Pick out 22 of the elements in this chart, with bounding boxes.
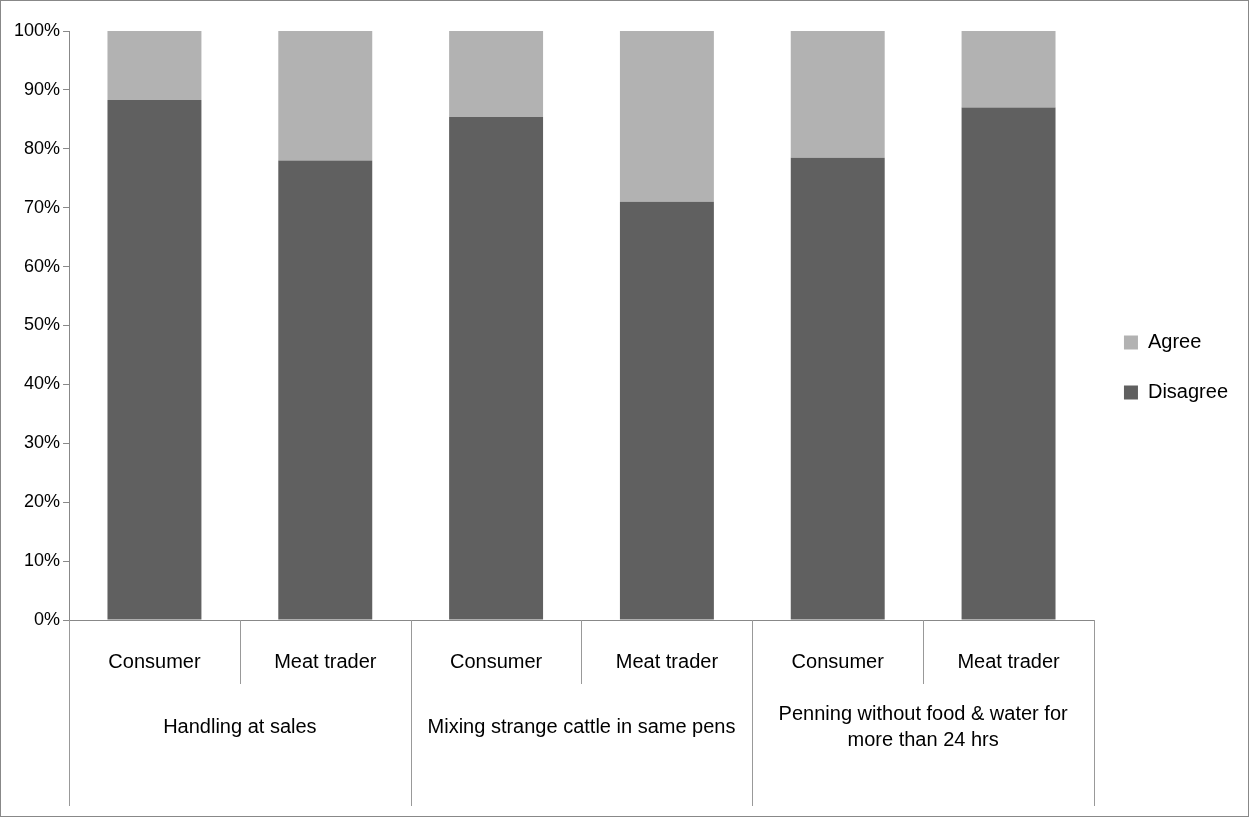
legend-label: Agree [1147,330,1202,353]
x-tick-label: Consumer [791,649,885,672]
y-tick-label: 80% [24,137,61,158]
y-tick-label: 10% [24,550,61,571]
x-tick-label: Meat trader [957,649,1061,672]
x-tick-label: Consumer [108,649,201,672]
y-tick-label: 100% [13,19,61,40]
x-tick-label: Meat trader [274,649,377,672]
y-tick-label: 30% [24,432,61,453]
text: Mixing strange cattle in same pens [427,714,736,737]
y-tick-label: 20% [24,491,61,512]
x-tick-label: Meat trader [615,649,719,672]
y-tick-label: 40% [24,373,61,394]
text: Penning without food & water for more than 24 hrs [778,701,1069,750]
y-tick-label: 50% [24,314,61,335]
y-tick-label: 0% [34,608,61,629]
x-tick-label: Consumer [449,649,543,672]
text: Handling at sales [163,714,317,737]
y-tick-label: 90% [24,78,61,99]
y-tick-label: 60% [24,255,61,276]
legend-label: Disagree [1147,380,1229,403]
y-tick-label: 70% [24,196,61,217]
